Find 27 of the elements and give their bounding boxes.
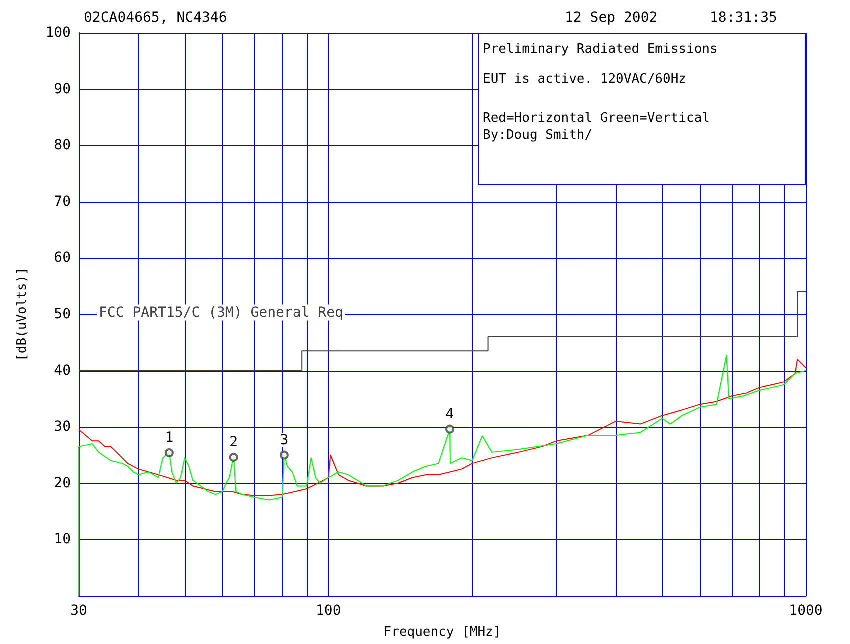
y-tick-label: 90 [54, 81, 71, 98]
y-tick-label: 20 [54, 475, 71, 492]
annotation: Preliminary Radiated Emissions [483, 42, 718, 57]
y-tick-label: 10 [54, 532, 71, 548]
y-tick-label: 70 [54, 194, 71, 210]
annotation: 2 [230, 434, 238, 450]
x-tick-label: 1000 [789, 603, 823, 619]
y-tick-label: 100 [46, 25, 71, 41]
annotation: 1 [165, 430, 174, 446]
text: 02CA04665, NC4346 [84, 10, 228, 26]
y-tick-label: 50 [54, 306, 71, 322]
y-tick-label: 40 [54, 362, 71, 379]
annotation: 4 [446, 406, 454, 422]
annotation: EUT is active. 120VAC/60Hz [483, 72, 686, 87]
y-axis-title: [dB(uVolts)] [15, 268, 30, 362]
text: 12 Sep 2002 [565, 10, 658, 26]
text: 18:31:35 [710, 10, 778, 26]
annotation: 3 [280, 432, 289, 448]
x-tick-label: 30 [70, 603, 88, 619]
annotation: By:Doug Smith/ [483, 128, 593, 143]
x-axis-title: Frequency [MHz] [384, 625, 502, 640]
x-tick-label: 100 [316, 603, 342, 619]
annotation: Red=Horizontal Green=Vertical [483, 111, 710, 126]
y-tick-label: 80 [54, 138, 71, 154]
y-tick-label: 30 [54, 419, 71, 436]
y-tick-label: 60 [54, 250, 71, 266]
text: FCC PART15/C (3M) General Req [99, 304, 344, 321]
